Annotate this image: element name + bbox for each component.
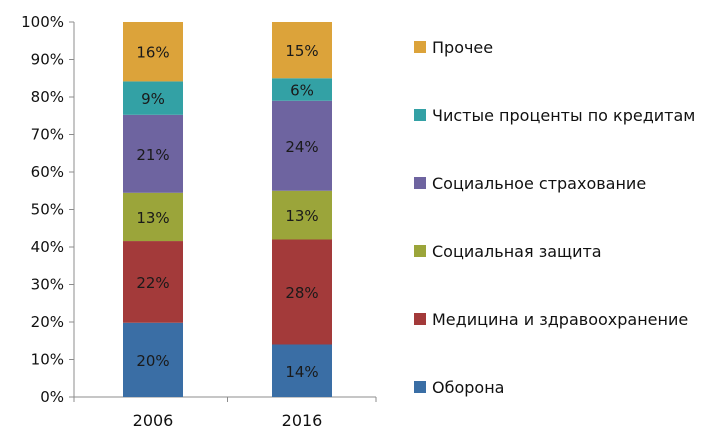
bar-segment	[123, 241, 183, 323]
y-tick-label: 20%	[31, 313, 64, 331]
bar-segment	[272, 78, 332, 101]
bar-segment	[272, 190, 332, 240]
legend-swatch	[414, 245, 426, 257]
y-tick-label: 10%	[31, 351, 64, 369]
bars: 20% 22% 13% 21% 9% 16% 14% 28% 13% 24% 6% 15%	[123, 22, 332, 397]
legend-label: Оборона	[432, 378, 504, 397]
bar-segment	[272, 22, 332, 79]
data-label: 21%	[136, 146, 169, 164]
data-label: 28%	[285, 284, 318, 302]
data-label: 9%	[141, 90, 165, 108]
y-tick-label: 30%	[31, 276, 64, 294]
legend-swatch	[414, 381, 426, 393]
legend-label: Прочее	[432, 38, 493, 57]
y-tick-label: 80%	[31, 88, 64, 106]
bar-segment	[272, 100, 332, 191]
data-label: 24%	[285, 138, 318, 156]
bar-segment	[272, 344, 332, 397]
legend-swatch	[414, 109, 426, 121]
legend-swatch	[414, 41, 426, 53]
y-tick-label: 60%	[31, 163, 64, 181]
data-label: 15%	[285, 42, 318, 60]
legend-swatch	[414, 177, 426, 189]
legend-label: Социальное страхование	[432, 174, 646, 193]
y-tick-label: 40%	[31, 238, 64, 256]
data-label: 13%	[136, 209, 169, 227]
data-label: 20%	[136, 352, 169, 370]
y-tick-label: 0%	[40, 388, 64, 406]
legend-label: Медицина и здравоохранение	[432, 310, 688, 329]
bar-segment	[123, 22, 183, 82]
legend-label: Социальная защита	[432, 242, 602, 261]
data-label: 6%	[290, 82, 314, 100]
legend-label: Чистые проценты по кредитам	[432, 106, 695, 125]
bar-segment	[123, 81, 183, 115]
bar-segment	[123, 192, 183, 242]
legend: Прочее Чистые проценты по кредитам Социаль…	[414, 38, 695, 397]
y-tick-label: 50%	[31, 201, 64, 219]
x-tick-label: 2006	[133, 411, 174, 430]
data-label: 14%	[285, 363, 318, 381]
data-label: 16%	[136, 44, 169, 62]
y-tick-label: 100%	[21, 13, 64, 31]
y-tick-label: 90%	[31, 51, 64, 69]
bar-segment	[272, 239, 332, 345]
axes: 0% 10% 20% 30% 40% 50% 60% 70% 80% 90% 100% 2006 201…	[21, 13, 377, 430]
data-label: 13%	[285, 207, 318, 225]
data-label: 22%	[136, 274, 169, 292]
y-tick-label: 70%	[31, 126, 64, 144]
bar-segment	[123, 322, 183, 397]
x-tick-label: 2016	[282, 411, 323, 430]
legend-swatch	[414, 313, 426, 325]
bar-segment	[123, 114, 183, 193]
